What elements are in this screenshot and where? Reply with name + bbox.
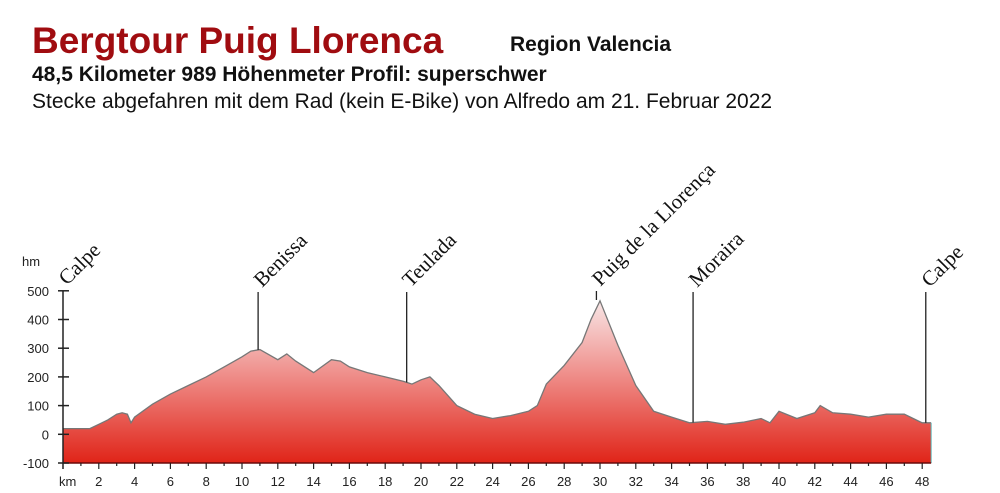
waypoint-label: Calpe [916,240,968,292]
x-tick-label: 46 [879,474,893,489]
x-tick-label: 32 [629,474,643,489]
y-tick-label: 100 [27,399,49,414]
y-tick-label: 500 [27,284,49,299]
x-tick-label: 2 [95,474,102,489]
waypoint-label: Teulada [397,227,461,291]
y-tick-label: 0 [42,427,49,442]
waypoint-markers: Calpe Benissa Teulada Puig de la LlorençaMo… [54,157,968,423]
elevation-outline [63,299,932,430]
waypoint-label: Benissa [249,228,313,292]
x-tick-label: 26 [521,474,535,489]
x-tick-label: 34 [664,474,678,489]
region-label: Region Valencia [510,33,672,56]
page-title: Bergtour Puig Llorenca [32,20,444,61]
x-tick-label: 18 [378,474,392,489]
elevation-area [63,299,932,464]
x-axis-unit: km [59,474,76,489]
y-tick-label: 200 [27,370,49,385]
x-tick-label: 4 [131,474,138,489]
y-tick-label: -100 [23,456,49,471]
x-tick-label: 38 [736,474,750,489]
x-tick-label: 8 [203,474,210,489]
y-tick-label: 400 [27,313,49,328]
x-tick-label: 12 [271,474,285,489]
x-tick-label: 30 [593,474,607,489]
y-axis-unit: hm [22,254,40,269]
x-tick-label: 6 [167,474,174,489]
x-tick-label: 48 [915,474,929,489]
y-tick-label: 300 [27,341,49,356]
elevation-fill [63,300,932,463]
x-tick-label: 24 [485,474,499,489]
x-tick-label: 20 [414,474,428,489]
tour-description: Stecke abgefahren mit dem Rad (kein E-Bi… [32,90,773,113]
x-tick-label: 40 [772,474,786,489]
x-tick-label: 10 [235,474,249,489]
x-tick-label: 28 [557,474,571,489]
x-tick-label: 22 [450,474,464,489]
waypoint-label: Moraira [684,226,749,291]
x-tick-label: 14 [306,474,320,489]
x-tick-label: 44 [843,474,857,489]
tour-stats: 48,5 Kilometer 989 Höhenmeter Profil: su… [32,63,547,86]
x-tick-label: 36 [700,474,714,489]
x-tick-label: 42 [808,474,822,489]
waypoint-label: Calpe [54,238,106,290]
x-tick-label: 16 [342,474,356,489]
